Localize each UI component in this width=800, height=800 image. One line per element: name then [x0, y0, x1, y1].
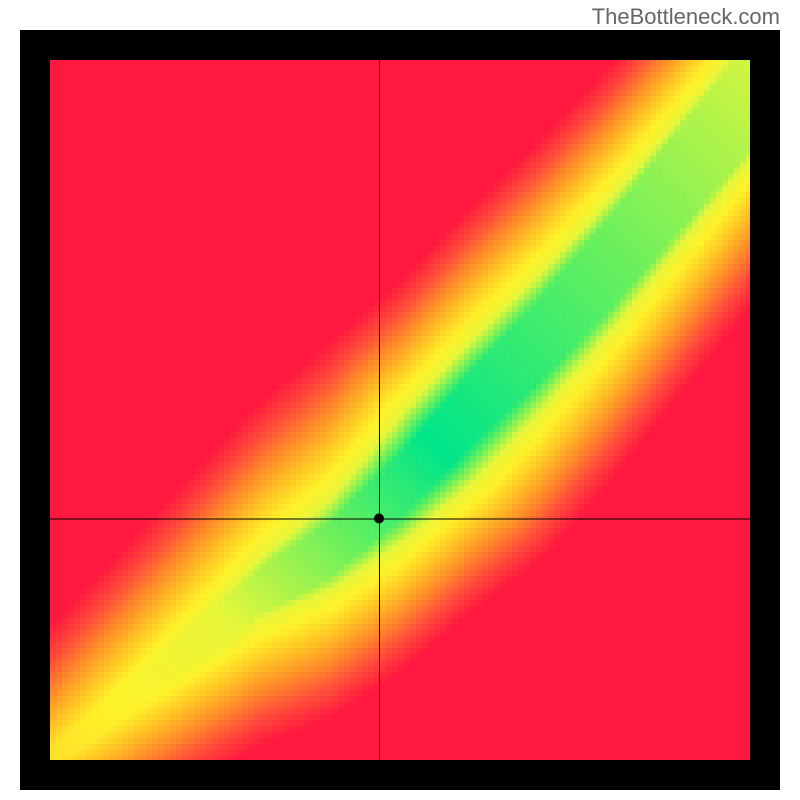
attribution-text: TheBottleneck.com: [592, 4, 780, 30]
crosshair-overlay: [50, 60, 750, 760]
chart-outer-border: [20, 30, 780, 790]
chart-area: [50, 60, 750, 760]
container: TheBottleneck.com: [0, 0, 800, 800]
